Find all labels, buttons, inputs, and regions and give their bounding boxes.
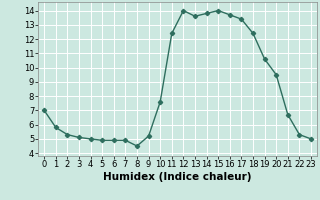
X-axis label: Humidex (Indice chaleur): Humidex (Indice chaleur)	[103, 172, 252, 182]
